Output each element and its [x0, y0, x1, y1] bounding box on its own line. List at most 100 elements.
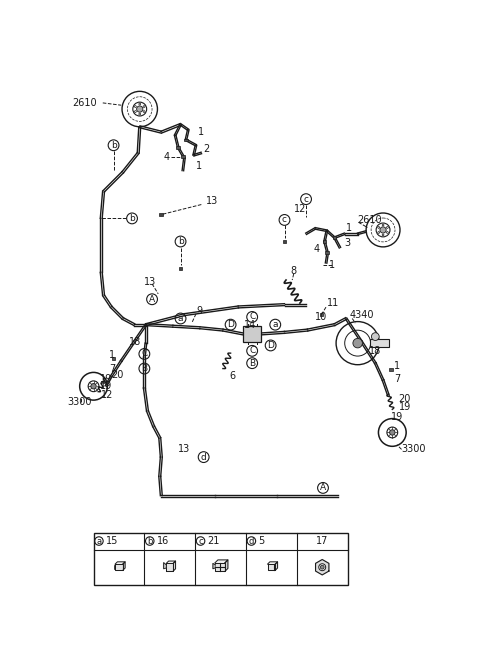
Text: 13: 13: [206, 196, 218, 206]
Text: 3: 3: [345, 238, 351, 248]
Text: B: B: [249, 358, 255, 368]
Circle shape: [390, 430, 395, 435]
Bar: [370, 339, 389, 347]
Circle shape: [139, 113, 141, 115]
Text: 4340: 4340: [350, 311, 374, 321]
Text: 19: 19: [398, 402, 411, 412]
Text: a: a: [273, 320, 278, 329]
Text: 13: 13: [144, 277, 156, 287]
Bar: [184, 138, 188, 141]
Polygon shape: [173, 561, 176, 571]
Circle shape: [382, 234, 384, 236]
Text: 3300: 3300: [67, 396, 92, 407]
Bar: [179, 267, 182, 270]
Text: 16: 16: [156, 536, 169, 546]
Text: 17: 17: [316, 536, 328, 546]
Text: 15: 15: [106, 536, 118, 546]
Bar: [243, 327, 262, 342]
Text: 1: 1: [198, 127, 204, 137]
Text: b: b: [129, 214, 135, 223]
Text: 3300: 3300: [402, 444, 426, 454]
Text: 5: 5: [258, 536, 264, 546]
Polygon shape: [315, 559, 329, 575]
Circle shape: [380, 227, 386, 233]
Text: 12: 12: [101, 390, 114, 400]
Circle shape: [378, 231, 380, 233]
Text: 11: 11: [327, 298, 339, 308]
Text: D: D: [267, 341, 274, 350]
Text: 2610: 2610: [358, 215, 382, 225]
Bar: [181, 156, 185, 158]
Text: 19: 19: [100, 381, 112, 391]
Text: C: C: [141, 349, 147, 358]
Text: A: A: [149, 295, 155, 304]
Polygon shape: [115, 562, 125, 564]
Text: 18: 18: [129, 336, 141, 346]
Text: 19: 19: [100, 374, 112, 384]
Text: 6: 6: [229, 371, 235, 381]
Text: 14: 14: [244, 320, 256, 330]
Text: 4: 4: [314, 244, 320, 254]
Text: 18: 18: [369, 346, 382, 356]
Circle shape: [139, 103, 141, 105]
Text: a: a: [178, 314, 183, 323]
Bar: [159, 213, 163, 216]
Polygon shape: [275, 562, 277, 571]
Polygon shape: [166, 561, 176, 563]
Text: 20: 20: [398, 394, 411, 404]
Circle shape: [91, 384, 96, 389]
Polygon shape: [225, 560, 228, 571]
Polygon shape: [213, 563, 215, 569]
Text: 7: 7: [109, 364, 115, 374]
Circle shape: [134, 106, 136, 108]
Text: D: D: [227, 320, 234, 329]
Polygon shape: [215, 563, 225, 571]
Circle shape: [386, 231, 388, 233]
Bar: [283, 240, 287, 243]
Circle shape: [134, 110, 136, 112]
Polygon shape: [215, 560, 228, 563]
Polygon shape: [166, 563, 173, 571]
Text: 19: 19: [391, 412, 403, 422]
Text: C: C: [249, 313, 255, 321]
Text: 10: 10: [315, 312, 327, 322]
Text: c: c: [282, 215, 287, 225]
Polygon shape: [267, 562, 277, 564]
Text: 1: 1: [329, 259, 336, 269]
Bar: [320, 313, 324, 316]
Text: c: c: [198, 537, 203, 545]
Polygon shape: [123, 562, 125, 571]
Text: b: b: [111, 141, 117, 150]
Text: c: c: [303, 195, 309, 203]
Text: 13: 13: [178, 444, 191, 454]
Text: 2610: 2610: [72, 98, 96, 108]
Bar: [325, 251, 329, 253]
Text: 7: 7: [394, 374, 400, 384]
Text: C: C: [249, 346, 255, 355]
Circle shape: [320, 565, 324, 569]
Circle shape: [143, 110, 145, 112]
Circle shape: [137, 106, 143, 112]
Circle shape: [382, 224, 384, 226]
Text: 1: 1: [394, 361, 400, 371]
Text: 9: 9: [196, 306, 202, 316]
Circle shape: [353, 338, 362, 348]
Text: 1: 1: [109, 350, 115, 360]
Circle shape: [372, 332, 379, 340]
Polygon shape: [267, 564, 275, 571]
Bar: [323, 240, 326, 243]
Text: 2: 2: [204, 144, 210, 154]
Circle shape: [319, 564, 326, 571]
Text: 1: 1: [346, 223, 352, 233]
Bar: [94, 533, 348, 585]
Text: 4: 4: [164, 152, 170, 162]
Text: 1: 1: [196, 161, 202, 171]
Polygon shape: [115, 564, 123, 571]
Text: A: A: [320, 483, 326, 492]
Text: 8: 8: [291, 266, 297, 276]
Circle shape: [386, 227, 388, 228]
Text: d: d: [249, 537, 254, 545]
Text: d: d: [201, 453, 206, 462]
Polygon shape: [164, 563, 166, 569]
Text: 12: 12: [294, 204, 306, 214]
